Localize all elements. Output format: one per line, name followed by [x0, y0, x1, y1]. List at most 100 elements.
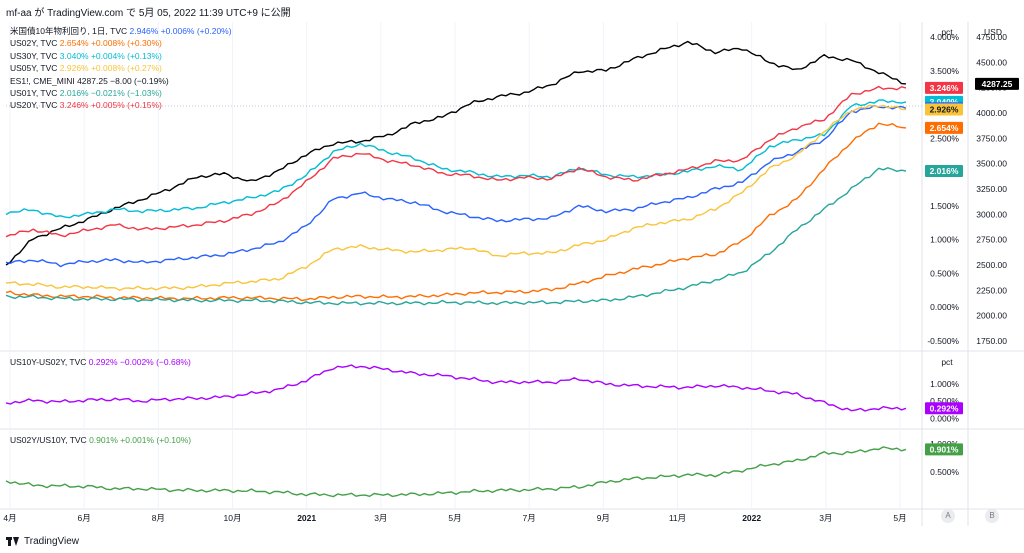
- pct-tick-main-8: 3.500%: [930, 66, 959, 76]
- main-legend-row-5[interactable]: US01Y, TVC 2.016% −0.021% (−1.03%): [10, 87, 232, 99]
- label-layer: 4287.253.040%3.246%2.946%2.926%2.654%2.0…: [925, 77, 1019, 456]
- x-tick-label-5: 3月: [374, 513, 387, 523]
- x-tick-label-2: 8月: [152, 513, 165, 523]
- pct-tick-main-6: 2.500%: [930, 133, 959, 143]
- tradingview-footer: TradingView: [6, 536, 79, 547]
- x-tick-label-10: 2022: [742, 513, 761, 523]
- legend-main-pane: 米国債10年物利回り, 1日, TVC 2.946% +0.006% (+0.2…: [10, 25, 232, 112]
- legend-series-value: 4287.25 −8.00 (−0.19%): [77, 75, 169, 86]
- pct-unit-main: pct: [941, 27, 953, 37]
- legend-series-name: US05Y, TVC: [10, 63, 60, 74]
- spread-legend-row-0[interactable]: US10Y-US02Y, TVC 0.292% −0.002% (−0.68%): [10, 356, 191, 368]
- pct-tick-main-1: 0.000%: [930, 302, 959, 312]
- main-legend-row-3[interactable]: US05Y, TVC 2.926% +0.008% (+0.27%): [10, 62, 232, 74]
- pct-tick-main-2: 0.500%: [930, 268, 959, 278]
- tradingview-logo-icon: [6, 537, 20, 546]
- legend-series-name: US30Y, TVC: [10, 50, 60, 61]
- legend-ratio-pane: US02Y/US10Y, TVC 0.901% +0.001% (+0.10%): [10, 434, 191, 446]
- usd-tick-5: 3000.00: [976, 209, 1007, 219]
- legend-series-value: 3.040% +0.004% (+0.13%): [59, 50, 162, 61]
- x-tick-label-0: 4月: [3, 513, 16, 523]
- series-line-us02y-us10y: [5, 446, 907, 498]
- series-layer: [5, 40, 907, 498]
- last-value-box-us02y-us10y: [925, 443, 963, 456]
- legend-series-value: 2.654% +0.008% (+0.30%): [59, 38, 162, 49]
- legend-series-name: US10Y-US02Y, TVC: [10, 357, 89, 367]
- legend-series-name: US02Y, TVC: [10, 38, 60, 49]
- pct-tick-main-0: -0.500%: [927, 336, 959, 346]
- last-value-label-us01y: 2.016%: [930, 166, 959, 176]
- series-line-us30y: [5, 99, 907, 219]
- usd-tick-0: 1750.00: [976, 336, 1007, 346]
- x-tick-label-7: 7月: [523, 513, 536, 523]
- series-line-us10y: [5, 104, 907, 268]
- legend-series-name: US01Y, TVC: [10, 88, 60, 99]
- usd-tick-8: 3750.00: [976, 133, 1007, 143]
- series-line-us20y: [5, 85, 907, 238]
- usd-tick-12: 4750.00: [976, 32, 1007, 42]
- tradingview-brand: TradingView: [24, 536, 80, 547]
- usd-tick-4: 2750.00: [976, 235, 1007, 245]
- main-legend-row-4[interactable]: ES1!, CME_MINI 4287.25 −8.00 (−0.19%): [10, 75, 232, 87]
- pct-tick-spread-1: 0.500%: [930, 396, 959, 406]
- usd-tick-1: 2000.00: [976, 311, 1007, 321]
- usd-tick-2: 2250.00: [976, 285, 1007, 295]
- main-legend-row-6[interactable]: US20Y, TVC 3.246% +0.005% (+0.15%): [10, 99, 232, 111]
- pct-tick-spread-2: 1.000%: [930, 379, 959, 389]
- legend-series-name: ES1!, CME_MINI: [10, 75, 78, 86]
- main-legend-row-0[interactable]: 米国債10年物利回り, 1日, TVC 2.946% +0.006% (+0.2…: [10, 25, 232, 37]
- last-value-label-us20y: 3.246%: [930, 83, 959, 93]
- x-tick-label-6: 5月: [448, 513, 461, 523]
- legend-spread-pane: US10Y-US02Y, TVC 0.292% −0.002% (−0.68%): [10, 356, 191, 368]
- last-value-box-us02y: [925, 121, 963, 134]
- main-legend-row-1[interactable]: US02Y, TVC 2.654% +0.008% (+0.30%): [10, 37, 232, 49]
- publish-caption: mf-aa が TradingView.com で 5月 05, 2022 11…: [6, 8, 291, 19]
- pct-tick-spread-0: 0.000%: [930, 413, 959, 423]
- last-value-label-us02y-us10y: 0.901%: [930, 444, 959, 454]
- pct-tick-main-3: 1.000%: [930, 235, 959, 245]
- usd-tick-6: 3250.00: [976, 184, 1007, 194]
- last-value-box-us10y-us02y: [925, 402, 963, 415]
- series-line-us01y: [5, 167, 907, 306]
- last-value-box-us20y: [925, 81, 963, 94]
- x-tick-label-8: 9月: [597, 513, 610, 523]
- usd-tick-3: 2500.00: [976, 260, 1007, 270]
- usd-unit: USD: [984, 27, 1002, 37]
- x-tick-label-9: 11月: [669, 513, 686, 523]
- last-value-label-es1-: 4287.25: [982, 79, 1013, 89]
- last-value-box-us05y: [925, 103, 963, 116]
- grid-layer: [0, 22, 1024, 526]
- x-tick-label-1: 6月: [78, 513, 91, 523]
- usd-tick-9: 4000.00: [976, 108, 1007, 118]
- main-legend-row-2[interactable]: US30Y, TVC 3.040% +0.004% (+0.13%): [10, 50, 232, 62]
- last-value-box-es1-: [975, 77, 1019, 90]
- last-value-label-us10y-us02y: 0.292%: [930, 403, 959, 413]
- pct-tick-main-9: 4.000%: [930, 32, 959, 42]
- series-line-es1-: [5, 40, 907, 266]
- auto-scale-button[interactable]: A: [941, 509, 955, 523]
- log-scale-button[interactable]: B: [985, 509, 999, 523]
- usd-tick-11: 4500.00: [976, 57, 1007, 67]
- ratio-legend-row-0[interactable]: US02Y/US10Y, TVC 0.901% +0.001% (+0.10%): [10, 434, 191, 446]
- legend-series-value: 2.946% +0.006% (+0.20%): [129, 26, 232, 36]
- usd-tick-7: 3500.00: [976, 159, 1007, 169]
- last-value-label-us02y: 2.654%: [930, 123, 959, 133]
- legend-series-value: 2.926% +0.008% (+0.27%): [59, 63, 162, 74]
- x-tick-label-12: 5月: [893, 513, 906, 523]
- last-value-box-us01y: [925, 165, 963, 178]
- log-scale-label: B: [989, 511, 995, 520]
- legend-series-value: 2.016% −0.021% (−1.03%): [59, 88, 162, 99]
- auto-scale-label: A: [945, 511, 951, 520]
- pct-unit-spread: pct: [941, 357, 953, 367]
- legend-series-name: US20Y, TVC: [10, 100, 60, 111]
- last-value-label-us05y: 2.926%: [930, 105, 959, 115]
- x-tick-label-4: 2021: [297, 513, 316, 523]
- legend-series-value: 0.901% +0.001% (+0.10%): [89, 435, 192, 445]
- legend-series-value: 0.292% −0.002% (−0.68%): [88, 357, 191, 367]
- pct-tick-ratio-0: 0.500%: [930, 467, 959, 477]
- legend-series-name: 米国債10年物利回り, 1日, TVC: [10, 26, 130, 36]
- legend-series-name: US02Y/US10Y, TVC: [10, 435, 90, 445]
- legend-series-value: 3.246% +0.005% (+0.15%): [59, 100, 162, 111]
- x-tick-label-11: 3月: [819, 513, 832, 523]
